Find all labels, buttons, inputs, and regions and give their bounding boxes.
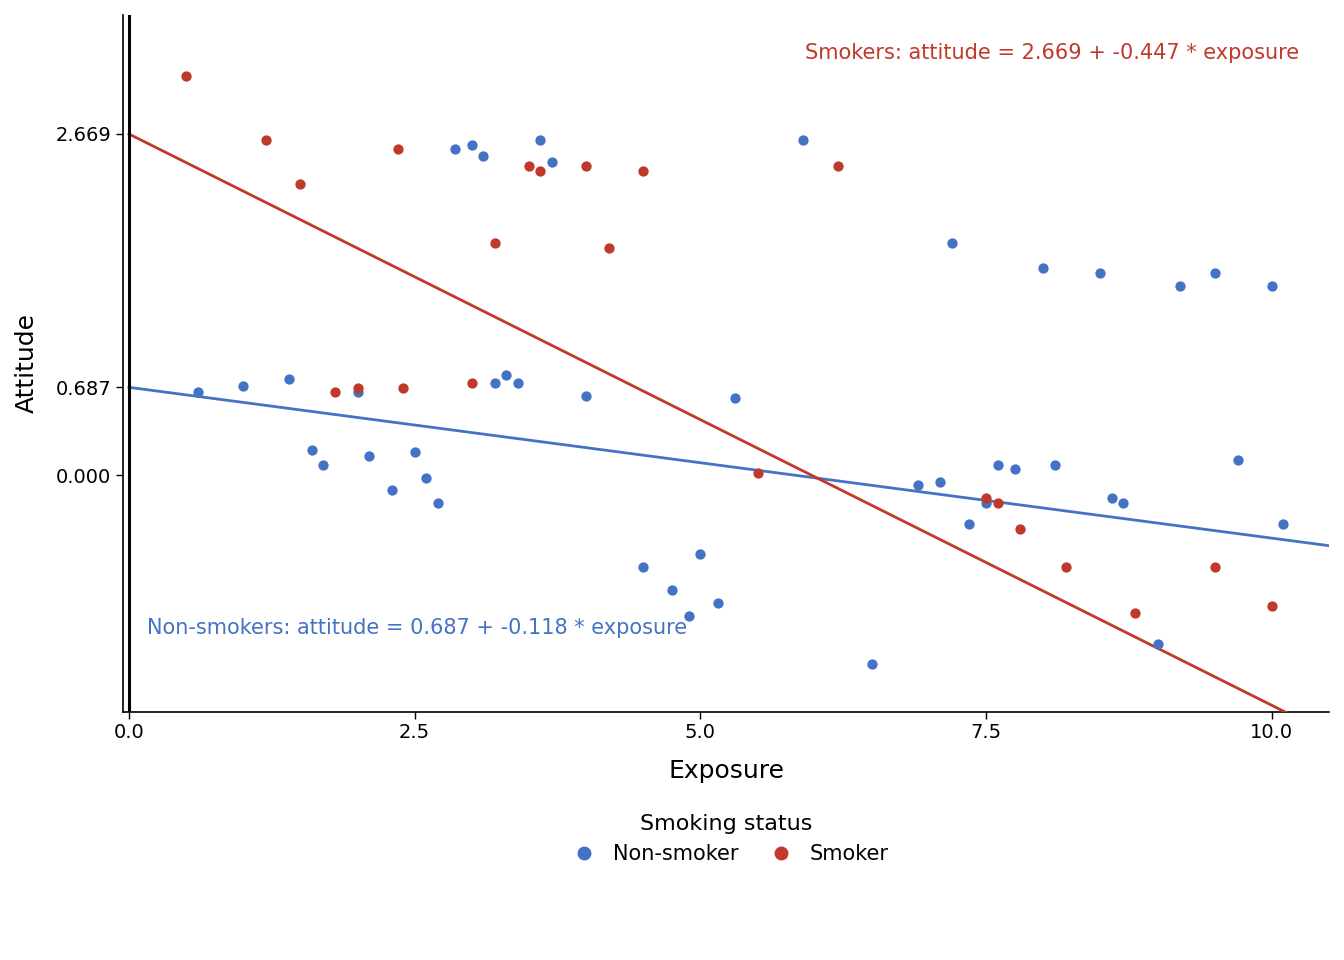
Point [255, 132, 277, 148]
Point [530, 163, 551, 179]
Point [1044, 457, 1066, 472]
Point [519, 158, 540, 174]
Point [324, 384, 345, 399]
Point [1169, 278, 1191, 294]
Point [1227, 452, 1249, 468]
Point [507, 375, 528, 391]
Point [1124, 606, 1145, 621]
Point [415, 470, 437, 486]
Point [405, 444, 426, 460]
Point [941, 235, 962, 251]
Point [724, 391, 746, 406]
Point [793, 132, 814, 148]
Point [392, 380, 414, 396]
X-axis label: Exposure: Exposure [668, 759, 784, 783]
Point [930, 474, 952, 490]
Point [359, 448, 380, 464]
Point [461, 137, 482, 153]
Point [986, 457, 1008, 472]
Point [862, 657, 883, 672]
Point [542, 155, 563, 170]
Point [1055, 560, 1077, 575]
Point [444, 141, 465, 156]
Point [575, 388, 597, 403]
Point [679, 608, 700, 623]
Point [530, 132, 551, 148]
Point [496, 368, 517, 383]
Legend: Non-smoker, Smoker: Non-smoker, Smoker [555, 805, 896, 873]
Point [1261, 598, 1282, 613]
Point [1204, 560, 1226, 575]
Point [1113, 495, 1134, 511]
Point [387, 141, 409, 156]
Point [382, 483, 403, 498]
Text: Smokers: attitude = 2.669 + -0.447 * exposure: Smokers: attitude = 2.669 + -0.447 * exp… [805, 43, 1298, 62]
Point [907, 478, 929, 493]
Point [1146, 636, 1168, 652]
Point [827, 158, 848, 174]
Y-axis label: Attitude: Attitude [15, 313, 39, 414]
Point [976, 495, 997, 511]
Point [473, 148, 495, 163]
Point [707, 595, 728, 611]
Point [633, 163, 655, 179]
Point [689, 546, 711, 562]
Point [1101, 491, 1122, 506]
Point [575, 158, 597, 174]
Point [1204, 266, 1226, 281]
Point [313, 457, 335, 472]
Point [976, 491, 997, 506]
Point [484, 235, 505, 251]
Point [175, 69, 196, 84]
Point [461, 375, 482, 391]
Point [1032, 260, 1054, 276]
Point [1009, 521, 1031, 537]
Point [1273, 516, 1294, 532]
Point [278, 372, 300, 387]
Point [347, 380, 368, 396]
Text: Non-smokers: attitude = 0.687 + -0.118 * exposure: Non-smokers: attitude = 0.687 + -0.118 *… [148, 617, 688, 637]
Point [347, 384, 368, 399]
Point [633, 560, 655, 575]
Point [289, 176, 310, 191]
Point [484, 375, 505, 391]
Point [301, 442, 323, 457]
Point [747, 465, 769, 480]
Point [986, 495, 1008, 511]
Point [233, 378, 254, 394]
Point [427, 495, 449, 511]
Point [1090, 266, 1111, 281]
Point [187, 384, 208, 399]
Point [661, 583, 683, 598]
Point [1261, 278, 1282, 294]
Point [598, 240, 620, 255]
Point [958, 516, 980, 532]
Point [1004, 461, 1025, 476]
